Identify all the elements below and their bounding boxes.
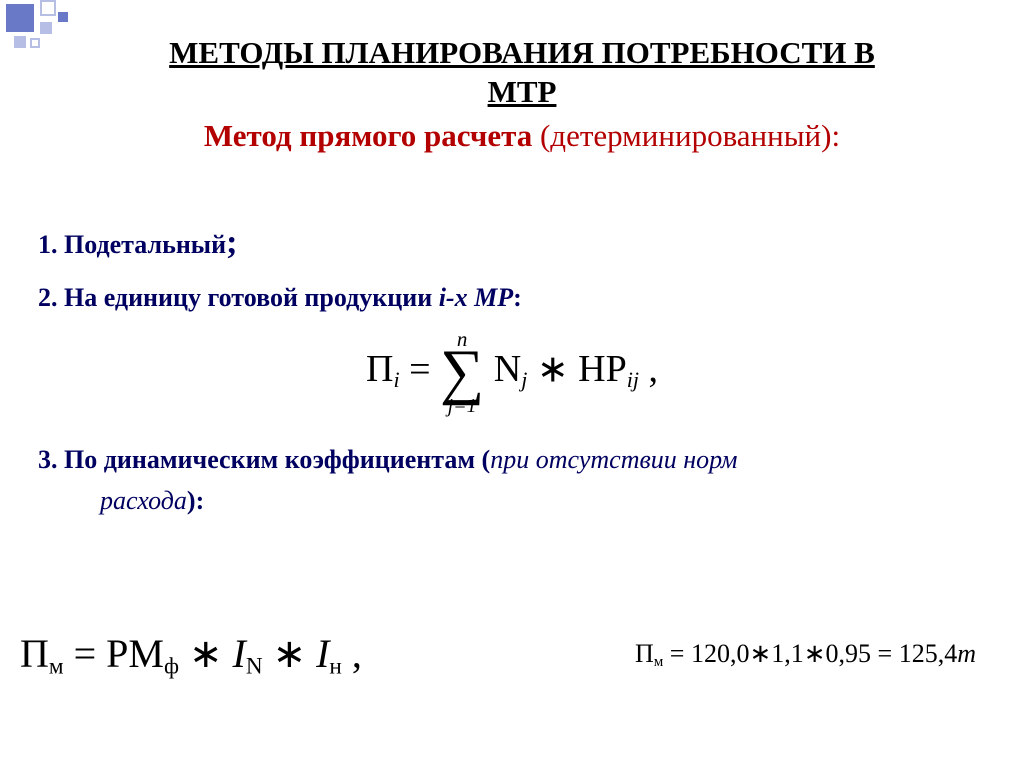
f2l-star2: ∗ (273, 631, 317, 676)
item-3-lead: 3. По динамическим коэффициентам ( (38, 445, 490, 474)
title-line1: МЕТОДЫ ПЛАНИРОВАНИЯ ПОТРЕБНОСТИ В (169, 35, 875, 70)
f2r-star2: ∗ (804, 639, 826, 668)
f2r-result: 125,4 (899, 639, 958, 668)
f1-term1: Nj (494, 348, 537, 390)
f1-tail: , (648, 348, 658, 390)
f2r-star1: ∗ (749, 639, 771, 668)
f2r-unit: т (957, 639, 976, 668)
item-3-tail: ): (187, 486, 204, 515)
f2r-v3: 0,95 (826, 639, 872, 668)
f1-t2-sym: HP (578, 348, 627, 390)
f2l-t1: РМ (106, 631, 164, 676)
item-3b: расхода): (38, 483, 986, 518)
f2l-t2-sub: N (246, 653, 263, 679)
f2r-eq2: = (871, 639, 899, 668)
bottom-formulas: Пм = РМф ∗ IN ∗ Iн , Пм = 120,0∗1,1∗0,95… (20, 630, 1004, 680)
f1-lhs-sym: П (366, 348, 393, 390)
f2l-t3: I (316, 631, 329, 676)
subtitle-rest: (детерминированный): (540, 118, 840, 153)
item-2-ital: i-x МР (439, 283, 513, 312)
f2l-lhs-sub: м (49, 653, 64, 679)
f2r-v1: 120,0 (691, 639, 750, 668)
f1-lhs: Пi (366, 348, 409, 390)
f2r-lhs-sub: м (654, 654, 664, 670)
item-1: 1. Подетальный; (38, 220, 986, 266)
f2l-eq: = (74, 631, 107, 676)
item-2-tail: : (513, 283, 522, 312)
f1-t2-sub: ij (627, 368, 639, 393)
formula-1: Пi = n ∑ j=1 Nj ∗ HPij , (38, 329, 986, 416)
subtitle-bold: Метод прямого расчета (204, 118, 540, 153)
item-1-tail: ; (226, 224, 237, 261)
item-3: 3. По динамическим коэффициентам (при от… (38, 442, 986, 477)
title-block: МЕТОДЫ ПЛАНИРОВАНИЯ ПОТРЕБНОСТИ В МТР Ме… (60, 34, 984, 156)
item-1-text: 1. Подетальный (38, 230, 226, 259)
f2l-star1: ∗ (189, 631, 233, 676)
f2l-t3-sub: н (329, 653, 341, 679)
f1-term2: HPij (578, 348, 648, 390)
f1-t1-sym: N (494, 348, 521, 390)
f2l-lhs-sym: П (20, 631, 49, 676)
body: 1. Подетальный; 2. На единицу готовой пр… (38, 220, 986, 533)
formula-2-right: Пм = 120,0∗1,1∗0,95 = 125,4т (635, 639, 1004, 671)
f1-t1-sub: j (521, 368, 527, 393)
sigma-symbol: ∑ (440, 348, 484, 396)
slide: МЕТОДЫ ПЛАНИРОВАНИЯ ПОТРЕБНОСТИ В МТР Ме… (0, 0, 1024, 768)
formula-2-left: Пм = РМф ∗ IN ∗ Iн , (20, 630, 362, 680)
f1-lhs-sub: i (393, 368, 399, 393)
f2r-v2: 1,1 (771, 639, 804, 668)
item-3-ital: при отсутствии норм (490, 445, 737, 474)
f2l-t2: I (233, 631, 246, 676)
f2r-lhs-sym: П (635, 639, 654, 668)
f1-star: ∗ (537, 348, 578, 390)
f2r-eq: = (670, 639, 691, 668)
title-line2: МТР (488, 74, 557, 109)
sigma: n ∑ j=1 (440, 329, 484, 416)
item-2: 2. На единицу готовой продукции i-x МР: (38, 280, 986, 315)
f2l-t1-sub: ф (164, 653, 179, 679)
f2l-tail: , (352, 631, 362, 676)
subtitle: Метод прямого расчета (детерминированный… (60, 116, 984, 156)
f1-eq: = (409, 348, 440, 390)
item-2-lead: 2. На единицу готовой продукции (38, 283, 439, 312)
item-3-ital2: расхода (100, 486, 187, 515)
